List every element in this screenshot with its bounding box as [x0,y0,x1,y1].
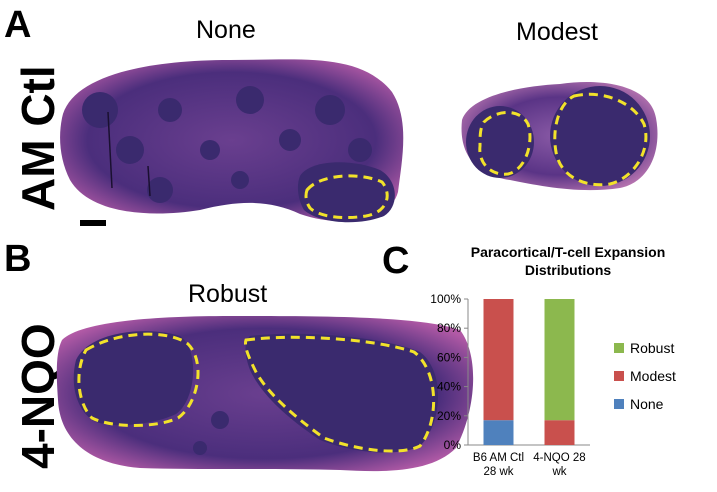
y-tick-label: 80% [437,321,461,335]
legend-swatch-modest [614,371,624,381]
micrograph-modest [461,81,658,191]
panel-letter-b: B [4,238,32,280]
x-tick-label: wk [551,466,566,478]
stacked-bar-chart: 0% 20% 40% 60% 80% 100% B6 AM Ctl 28 wk 4-NQO 28… [430,292,676,478]
y-tick-label: 40% [437,380,461,394]
legend-label-modest: Modest [630,368,676,384]
legend-label-none: None [630,396,664,412]
x-tick-label: 28 wk [483,466,513,478]
micrograph-none [60,59,404,223]
y-tick-label: 100% [430,292,461,306]
x-tick-label: 4-NQO 28 [533,452,585,464]
panel-letter-a: A [4,4,32,46]
x-tick-label: B6 AM Ctl [473,452,524,464]
y-tick-label: 60% [437,350,461,364]
image-label-none: None [196,16,256,44]
legend-label-robust: Robust [630,340,674,356]
micrograph-robust [56,316,474,472]
legend-swatch-none [614,399,624,409]
y-tick-label: 0% [444,438,462,452]
image-label-robust: Robust [188,280,268,308]
bar-modest-2 [544,420,575,445]
panel-letter-c: C [382,240,410,282]
legend-swatch-robust [614,343,624,353]
chart-title: Paracortical/T-cell Expansion Distributi… [470,244,666,278]
bar-none-1 [483,420,514,445]
scale-bar [80,220,106,226]
bar-modest-1 [483,299,514,421]
y-tick-label: 20% [437,409,461,423]
image-label-modest: Modest [516,18,598,46]
bar-robust-2 [544,299,575,421]
